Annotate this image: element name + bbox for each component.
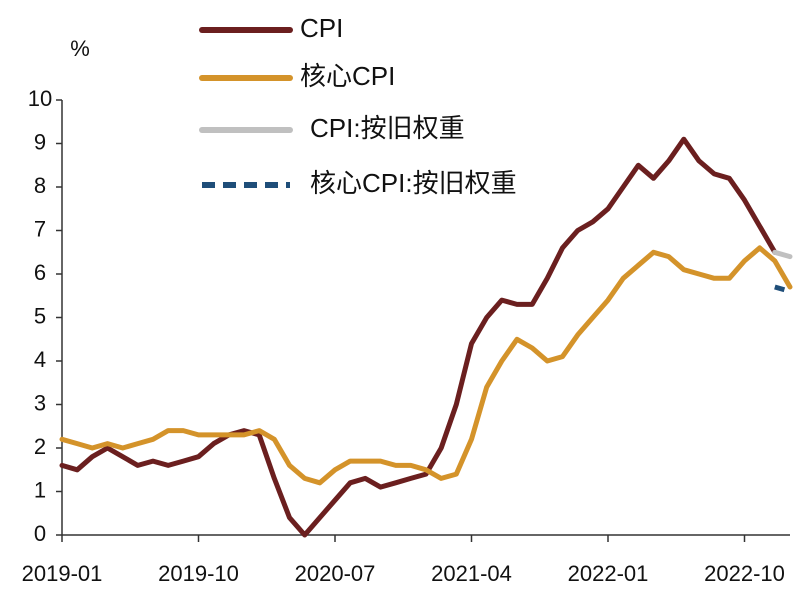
x-tick-label: 2020-07 (295, 561, 376, 586)
y-tick-label: 8 (34, 173, 46, 198)
y-tick-label: 3 (34, 390, 46, 415)
y-tick-label: 7 (34, 216, 46, 241)
x-tick-label: 2022-10 (704, 561, 785, 586)
x-tick-label: 2022-01 (568, 561, 649, 586)
y-unit: % (70, 36, 90, 61)
x-tick-label: 2019-10 (158, 561, 239, 586)
y-tick-label: 1 (34, 477, 46, 502)
y-tick-label: 6 (34, 260, 46, 285)
series-line (774, 284, 791, 294)
legend-label: 核心CPI (300, 61, 395, 91)
y-tick-label: 4 (34, 347, 46, 372)
series-line (772, 249, 793, 260)
y-tick-label: 2 (34, 434, 46, 459)
x-tick-label: 2019-01 (22, 561, 103, 586)
y-tick-label: 9 (34, 129, 46, 154)
y-tick-label: 0 (34, 521, 46, 546)
series-line (59, 136, 778, 538)
legend-label: CPI:按旧权重 (310, 113, 465, 143)
y-tick-label: 5 (34, 303, 46, 328)
series-line (59, 245, 793, 486)
legend-label: 核心CPI:按旧权重 (310, 168, 517, 198)
y-tick-label: 10 (28, 86, 52, 111)
legend-label: CPI (300, 13, 343, 43)
x-tick-label: 2021-04 (431, 561, 512, 586)
